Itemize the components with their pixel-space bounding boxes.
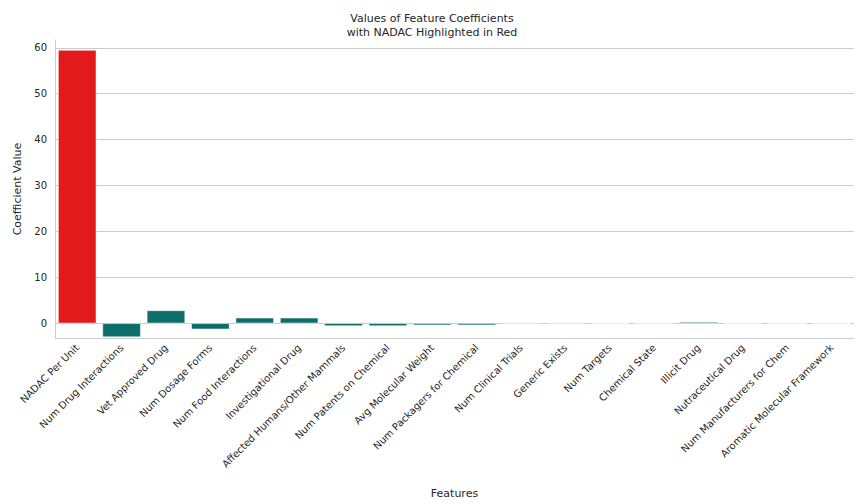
svg-text:Values of Feature Coefficients: Values of Feature Coefficients xyxy=(350,12,514,25)
svg-text:60: 60 xyxy=(34,42,47,53)
svg-text:Num Dosage Forms: Num Dosage Forms xyxy=(137,342,214,419)
svg-text:Num Packagers for Chemical: Num Packagers for Chemical xyxy=(371,342,481,452)
svg-text:Num Drug Interactions: Num Drug Interactions xyxy=(37,342,125,430)
svg-text:Chemical State: Chemical State xyxy=(597,342,658,403)
svg-text:Avg Molecular Weight: Avg Molecular Weight xyxy=(352,342,436,426)
svg-text:Coefficient Value: Coefficient Value xyxy=(11,142,24,235)
svg-text:Num Patents on Chemical: Num Patents on Chemical xyxy=(293,342,392,441)
svg-text:Nutraceutical Drug: Nutraceutical Drug xyxy=(672,342,747,417)
svg-text:30: 30 xyxy=(34,180,47,191)
svg-text:Features: Features xyxy=(431,487,479,500)
svg-text:40: 40 xyxy=(34,134,47,145)
svg-text:with NADAC Highlighted in Red: with NADAC Highlighted in Red xyxy=(347,26,518,39)
svg-text:0: 0 xyxy=(41,318,47,329)
svg-text:Num Manufacturers for Chem: Num Manufacturers for Chem xyxy=(678,342,792,455)
svg-text:Investigational Drug: Investigational Drug xyxy=(224,342,303,421)
svg-text:Aromatic Molecular Framework: Aromatic Molecular Framework xyxy=(718,342,835,459)
svg-text:Num Food Interactions: Num Food Interactions xyxy=(171,342,259,430)
svg-text:Vet Approved Drug: Vet Approved Drug xyxy=(95,342,170,417)
svg-text:Num Clinical Trials: Num Clinical Trials xyxy=(453,342,525,414)
svg-text:20: 20 xyxy=(34,226,47,237)
svg-text:Generic Exists: Generic Exists xyxy=(511,342,569,400)
svg-text:50: 50 xyxy=(34,88,47,99)
svg-text:Illicit Drug: Illicit Drug xyxy=(659,342,703,386)
svg-text:10: 10 xyxy=(34,272,47,283)
svg-text:Num Targets: Num Targets xyxy=(561,342,614,395)
svg-text:NADAC Per Unit: NADAC Per Unit xyxy=(18,342,82,406)
svg-text:Affected Humans/Other Mammals: Affected Humans/Other Mammals xyxy=(219,342,348,470)
